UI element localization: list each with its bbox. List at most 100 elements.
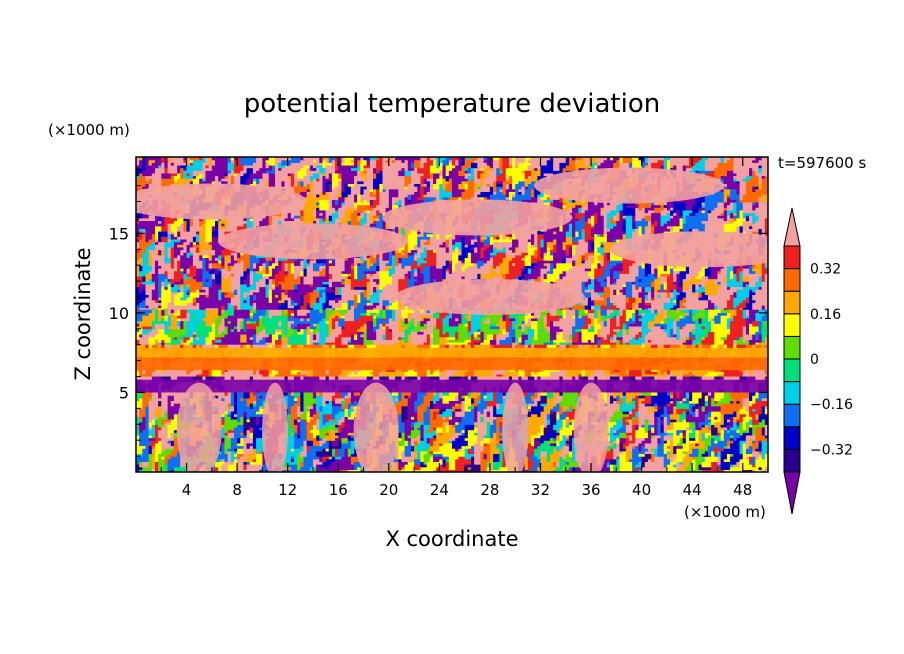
field-cell: [202, 307, 207, 311]
field-cell: [647, 307, 652, 311]
field-cell: [591, 299, 595, 303]
field-cell: [698, 297, 703, 301]
field-cell: [404, 304, 409, 309]
field-cell: [287, 294, 292, 298]
field-cell: [666, 294, 671, 298]
field-cell: [606, 302, 611, 306]
field-cell: [325, 307, 330, 311]
field-cell: [312, 302, 317, 306]
field-cell: [303, 304, 308, 309]
field-cell: [287, 307, 292, 311]
field-cell: [591, 307, 595, 311]
field-cell: [733, 299, 737, 303]
field-cell: [657, 302, 662, 306]
field-cell: [360, 307, 365, 311]
field-cell: [366, 302, 371, 306]
field-cell: [622, 304, 627, 309]
field-cell: [290, 299, 295, 303]
field-cell: [224, 302, 229, 306]
field-cell: [199, 299, 203, 303]
field-cell: [685, 299, 690, 303]
field-cell: [268, 299, 273, 303]
field-cell: [278, 299, 282, 303]
field-cell: [581, 307, 586, 311]
field-cell: [755, 304, 760, 309]
field-cell: [249, 299, 254, 303]
field-cell: [221, 294, 226, 298]
field-cell: [309, 294, 314, 298]
field-cell: [338, 299, 342, 303]
field-cell: [717, 304, 722, 309]
field-cell: [752, 299, 756, 303]
field-cell: [388, 307, 393, 311]
field-cell: [350, 302, 355, 306]
field-cell: [632, 297, 636, 301]
field-cell: [233, 304, 238, 309]
field-cell: [603, 304, 608, 309]
field-cell: [597, 299, 602, 303]
field-cell: [745, 304, 750, 309]
field-cell: [707, 299, 712, 303]
field-cell: [619, 294, 624, 298]
field-cell: [758, 299, 763, 303]
field-cell: [180, 307, 184, 311]
field-cell: [587, 304, 592, 309]
field-cell: [379, 307, 384, 311]
field-cell: [335, 294, 339, 298]
field-cell: [183, 302, 188, 306]
field-cell: [227, 294, 232, 298]
field-cell: [189, 304, 194, 309]
field-cell: [196, 297, 200, 301]
field-cell: [262, 299, 267, 303]
field-cell: [281, 307, 286, 311]
field-cell: [578, 302, 583, 306]
field-cell: [670, 297, 674, 301]
field-cell: [309, 307, 314, 311]
field-cell: [284, 297, 289, 301]
field-cell: [606, 307, 611, 311]
field-cell: [379, 294, 384, 298]
field-cell: [606, 299, 611, 303]
field-cell: [385, 299, 390, 303]
field-cell: [237, 302, 241, 306]
field-cell: [192, 294, 197, 298]
field-cell: [641, 299, 646, 303]
field-cell: [316, 299, 320, 303]
field-cell: [666, 302, 671, 306]
field-cell: [350, 307, 355, 311]
field-cell: [749, 307, 753, 311]
field-cell: [707, 304, 712, 309]
field-cell: [322, 299, 327, 303]
field-cell: [736, 302, 741, 306]
field-cell: [726, 297, 731, 301]
field-cell: [211, 302, 216, 306]
field-cell: [584, 294, 589, 298]
field-cell: [357, 302, 361, 306]
field-cell: [183, 294, 188, 298]
field-cell: [237, 297, 241, 301]
field-cell: [139, 304, 143, 309]
field-cell: [170, 297, 175, 301]
field-cell: [196, 307, 200, 311]
field-cell: [202, 304, 207, 309]
field-cell: [142, 307, 147, 311]
field-cell: [657, 304, 662, 309]
field-cell: [764, 299, 768, 303]
field-cell: [243, 294, 248, 298]
field-cell: [376, 302, 380, 306]
field-cell: [319, 307, 324, 311]
field-cell: [619, 297, 624, 301]
field-cell: [325, 297, 330, 301]
field-cell: [707, 294, 712, 298]
field-cell: [742, 307, 747, 311]
field-cell: [221, 307, 226, 311]
field-cell: [711, 302, 715, 306]
field-cell: [192, 302, 197, 306]
field-cell: [173, 302, 178, 306]
field-cell: [215, 297, 219, 301]
field-cell: [584, 302, 589, 306]
field-cell: [764, 304, 768, 309]
field-cell: [619, 307, 624, 311]
field-cell: [385, 294, 390, 298]
field-cell: [148, 299, 153, 303]
